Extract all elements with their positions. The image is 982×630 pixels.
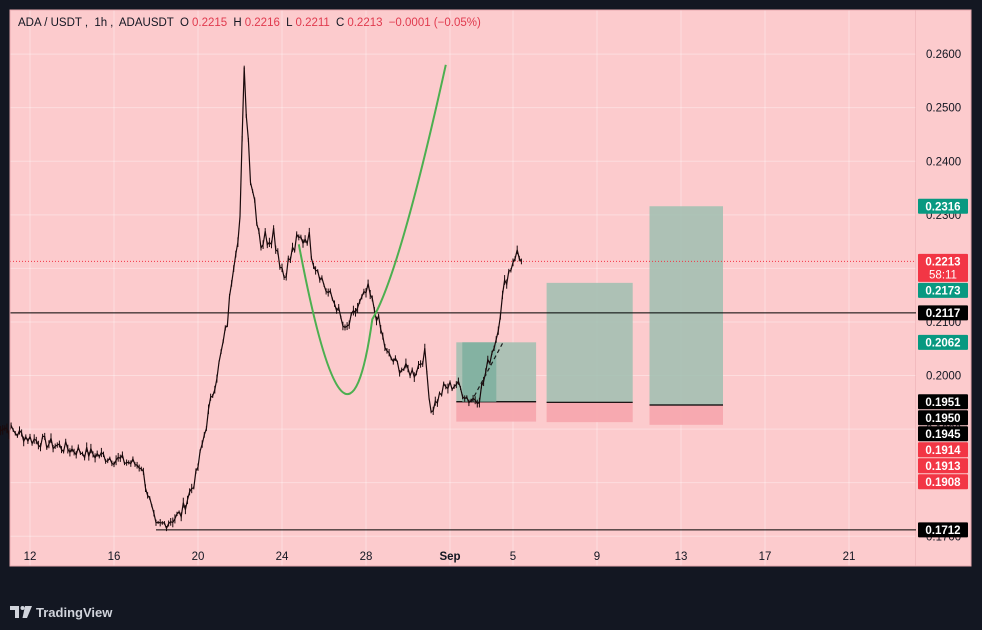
active-position-zone [462, 342, 497, 402]
price-tag [918, 458, 968, 474]
low-label: L [286, 17, 293, 29]
high-value: 0.2216 [244, 17, 280, 29]
price-tag-label: 0.2316 [925, 201, 960, 213]
x-tick-label: 28 [360, 551, 373, 563]
chart-border [9, 9, 972, 567]
price-tag [918, 474, 968, 490]
y-tick-label: 0.2000 [926, 371, 961, 383]
stop-zone-3 [649, 405, 723, 425]
tradingview-branding[interactable]: TradingView [10, 602, 112, 622]
x-tick-label: 24 [276, 551, 289, 563]
price-tag-label: 0.1908 [925, 477, 961, 489]
target-zone-2 [546, 282, 633, 403]
price-tag-label: 0.1950 [925, 413, 960, 425]
stop-zone-1 [456, 401, 537, 422]
exchange-label: ADAUSDT [118, 17, 174, 29]
price-tag [918, 305, 968, 321]
x-tick-label: 21 [843, 551, 856, 563]
x-tick-label: 5 [510, 551, 516, 563]
rounded-bottom-curve [297, 64, 447, 396]
close-label: C [336, 17, 345, 29]
price-tag-label: 0.1913 [925, 461, 960, 473]
price-tag-label: 0.2173 [925, 285, 960, 297]
close-value: 0.2213 [347, 17, 383, 29]
chart-background [10, 10, 971, 566]
price-tag-label: 0.2213 [925, 256, 960, 268]
price-tag-label: 0.1945 [925, 429, 961, 441]
price-tag [918, 334, 968, 350]
interval-label[interactable]: 1h [94, 17, 108, 29]
price-countdown-label: 58:11 [929, 269, 957, 281]
price-tag-label: 0.1914 [925, 445, 961, 457]
open-value: 0.2215 [191, 17, 228, 29]
low-value: 0.2211 [295, 17, 330, 29]
tradingview-name: TradingView [36, 604, 113, 620]
y-tick-label: 0.2400 [926, 156, 961, 168]
x-tick-label: 17 [759, 551, 772, 563]
change-value: −0.0001 (−0.05%) [388, 17, 481, 29]
open-label: O [180, 17, 189, 29]
price-tag [918, 442, 968, 458]
x-tick-label: 12 [24, 551, 37, 563]
x-tick-label: 20 [192, 551, 205, 563]
symbol-name[interactable]: ADA / USDT [18, 17, 82, 29]
x-tick-label: Sep [439, 551, 460, 563]
price-tag [918, 282, 968, 298]
target-zone-3 [649, 206, 723, 405]
x-tick-label: 16 [108, 551, 121, 563]
price-tag-label: 0.1951 [925, 397, 961, 409]
price-tag-label: 0.2062 [925, 337, 960, 349]
x-tick-label: 13 [675, 551, 688, 563]
grid-lines [10, 10, 916, 566]
stop-zone-2 [546, 402, 633, 423]
price-tag-label: 0.1712 [925, 525, 960, 537]
symbol-legend: ADA / USDT, 1h, ADAUSDT O 0.2215 H 0.2216 … [18, 17, 481, 29]
y-tick-label: 0.2500 [926, 103, 961, 115]
price-tag [918, 522, 968, 538]
price-tag [918, 253, 968, 282]
x-tick-label: 9 [594, 551, 600, 563]
y-tick-label: 0.2600 [926, 49, 961, 61]
tradingview-logo-icon [10, 606, 32, 618]
price-tag [918, 426, 968, 442]
high-label: H [233, 17, 242, 29]
price-tag-label: 0.2117 [926, 308, 961, 320]
price-tag [918, 198, 968, 214]
price-tag [918, 410, 968, 426]
price-line [0, 67, 522, 531]
price-tag [918, 394, 968, 410]
